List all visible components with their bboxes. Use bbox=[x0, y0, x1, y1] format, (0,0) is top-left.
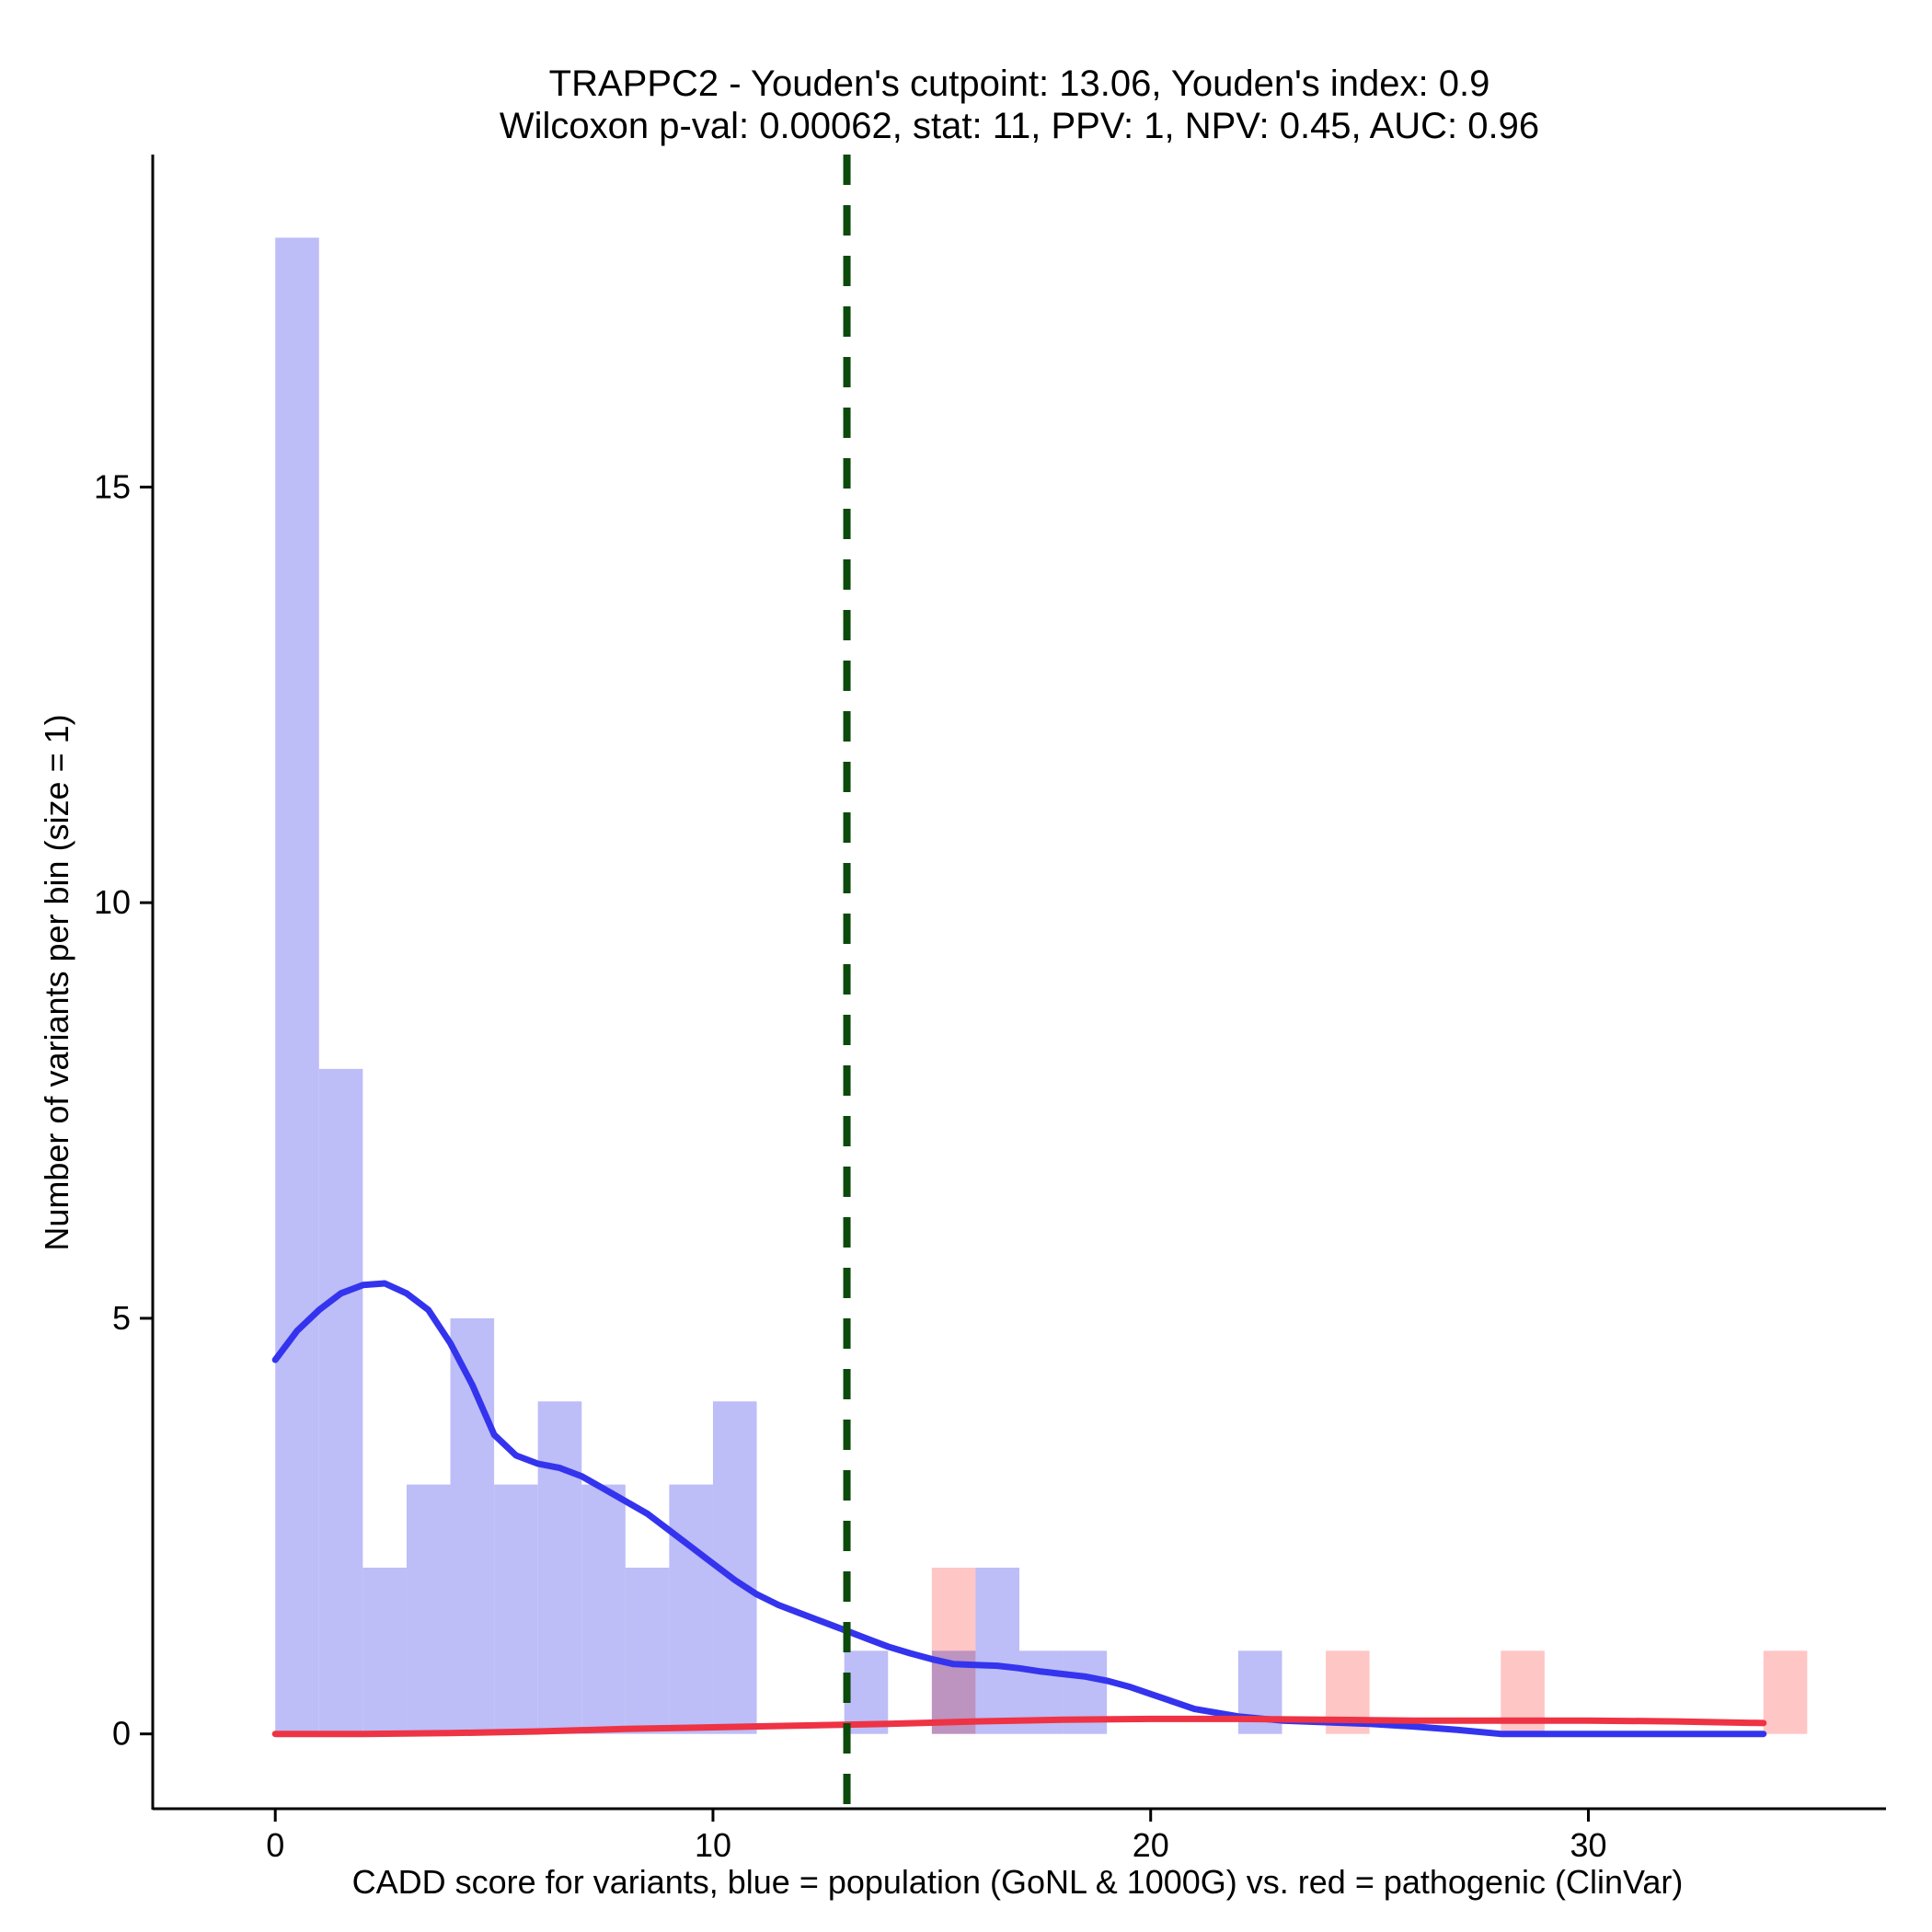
population-density-line bbox=[271, 1280, 1767, 1738]
y-axis-label: Number of variants per bin (size = 1) bbox=[38, 714, 75, 1250]
population-bar bbox=[581, 1484, 626, 1734]
chart-title: TRAPPC2 - Youden's cutpoint: 13.06, Youd… bbox=[549, 63, 1490, 104]
pathogenic-density-line bbox=[271, 1715, 1767, 1738]
y-tick-label: 0 bbox=[112, 1715, 131, 1753]
population-bar bbox=[494, 1484, 538, 1734]
chart-subtitle: Wilcoxon p-val: 0.00062, stat: 11, PPV: … bbox=[500, 106, 1539, 146]
population-bar bbox=[844, 1650, 889, 1734]
population-bar bbox=[625, 1567, 670, 1734]
x-tick-label: 0 bbox=[266, 1826, 284, 1864]
x-tick-label: 20 bbox=[1133, 1826, 1169, 1864]
population-bar bbox=[537, 1401, 582, 1734]
y-tick-label: 10 bbox=[94, 883, 131, 921]
population-bar bbox=[275, 237, 319, 1734]
population-bar bbox=[669, 1484, 713, 1734]
pathogenic-bar bbox=[931, 1567, 976, 1734]
population-bar bbox=[406, 1484, 451, 1734]
x-tick-label: 10 bbox=[695, 1826, 731, 1864]
axes-layer bbox=[151, 155, 1886, 1811]
y-tick-label: 5 bbox=[112, 1299, 131, 1337]
population-bar bbox=[362, 1567, 407, 1734]
y-tick-label: 15 bbox=[94, 467, 131, 505]
population-bar bbox=[318, 1068, 363, 1734]
population-bar bbox=[975, 1567, 1019, 1734]
bars-layer bbox=[275, 237, 1808, 1734]
x-tick-label: 30 bbox=[1570, 1826, 1606, 1864]
lines-layer bbox=[271, 1280, 1767, 1738]
pathogenic-bar bbox=[1763, 1650, 1808, 1734]
x-axis-label: CADD score for variants, blue = populati… bbox=[352, 1863, 1684, 1901]
ticks-layer: 0 10 20 30 0 5 10 15 bbox=[94, 467, 1607, 1864]
